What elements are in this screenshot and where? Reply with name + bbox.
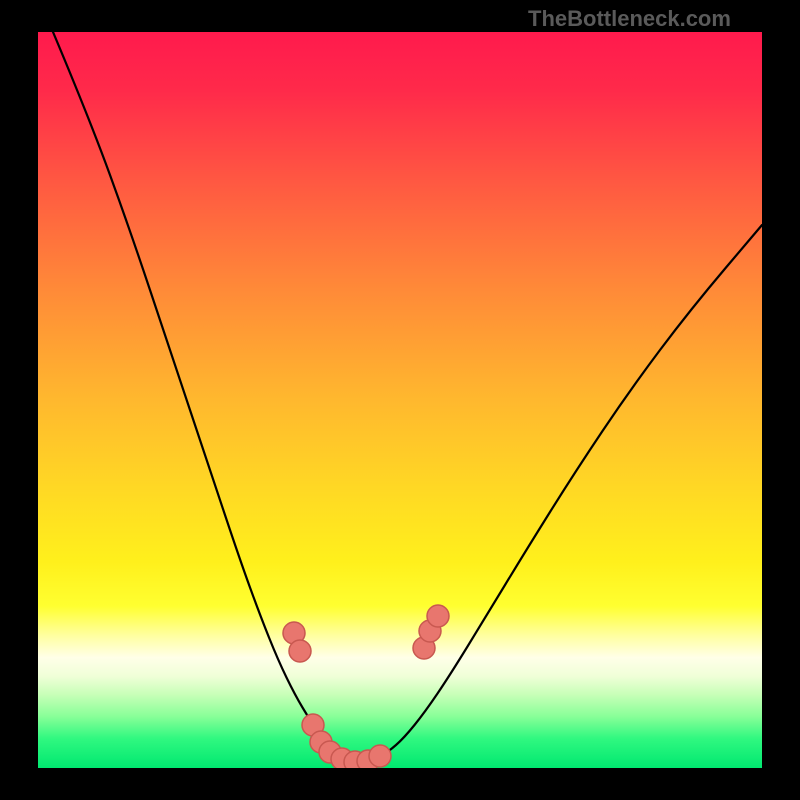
bottleneck-chart	[38, 32, 762, 768]
chart-container: TheBottleneck.com	[0, 0, 800, 800]
chart-background	[38, 32, 762, 768]
data-marker	[369, 745, 391, 767]
watermark-text: TheBottleneck.com	[528, 6, 731, 32]
data-marker	[289, 640, 311, 662]
data-marker	[427, 605, 449, 627]
